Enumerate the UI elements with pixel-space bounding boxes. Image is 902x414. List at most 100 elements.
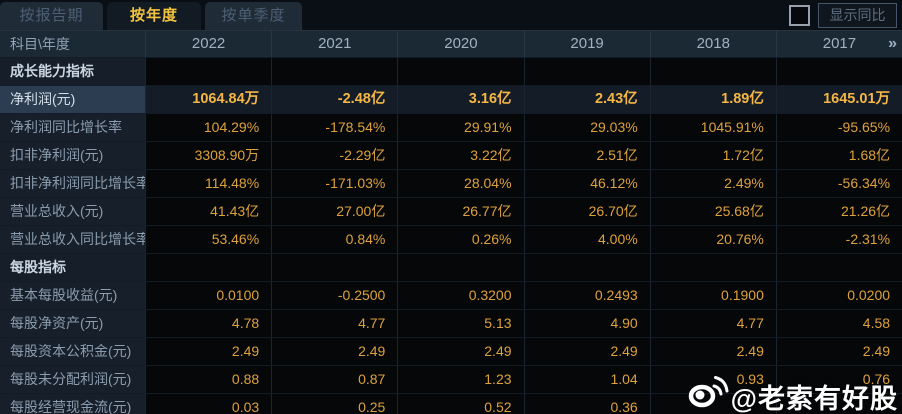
value-cell: 1045.91% <box>649 114 776 141</box>
value-cell: 29.03% <box>523 114 650 141</box>
value-cell: 0.25 <box>271 394 398 414</box>
value-cell: -178.54% <box>271 114 398 141</box>
row-label: 净利润(元) <box>0 86 145 113</box>
year-column-header[interactable]: 2017 » <box>775 31 902 57</box>
value-cell: 0.0100 <box>145 282 272 309</box>
row-label: 营业总收入同比增长率 <box>0 226 145 253</box>
more-years-chevron-icon[interactable]: » <box>888 35 898 52</box>
value-cell: 3.22亿 <box>397 142 524 169</box>
year-column-header[interactable]: 2022 <box>145 31 271 57</box>
row-label: 扣非净利润(元) <box>0 142 145 169</box>
value-cell: -0.2500 <box>271 282 398 309</box>
value-cell: -56.34% <box>775 170 902 197</box>
value-cell: 1.23 <box>397 366 524 393</box>
value-cell <box>649 58 776 85</box>
value-cell: 5.13 <box>397 310 524 337</box>
value-cell: 0.76 <box>775 366 902 393</box>
row-label: 扣非净利润同比增长率 <box>0 170 145 197</box>
tab-by-report-period[interactable]: 按报告期 <box>0 2 103 30</box>
section-row: 每股指标 <box>0 253 902 281</box>
table-body: 成长能力指标 净利润(元) 1064.84万 -2.48亿 3.16亿 2.43亿 1.89… <box>0 57 902 414</box>
year-label: 2022 <box>191 35 226 52</box>
value-cell: 1.68亿 <box>775 142 902 169</box>
table-row[interactable]: 净利润(元) 1064.84万 -2.48亿 3.16亿 2.43亿 1.89亿 1645.… <box>0 85 902 113</box>
value-cell <box>775 58 902 85</box>
period-tabbar: 按报告期 按年度 按单季度 显示同比 <box>0 0 902 30</box>
value-cell: 1645.01万 <box>775 86 902 113</box>
table-row[interactable]: 净利润同比增长率 104.29% -178.54% 29.91% 29.03% 1045.… <box>0 113 902 141</box>
table-row[interactable]: 基本每股收益(元) 0.0100 -0.2500 0.3200 0.2493 0.1900… <box>0 281 902 309</box>
tab-by-quarter[interactable]: 按单季度 <box>205 2 302 30</box>
value-cell <box>271 254 398 281</box>
value-cell: 2.49 <box>649 338 776 365</box>
row-label: 每股资本公积金(元) <box>0 338 145 365</box>
value-cell: 104.29% <box>145 114 272 141</box>
value-cell: 0.3200 <box>397 282 524 309</box>
value-cell: 4.78 <box>145 310 272 337</box>
value-cell: 0.36 <box>523 394 650 414</box>
row-label: 每股未分配利润(元) <box>0 366 145 393</box>
table-row[interactable]: 每股净资产(元) 4.78 4.77 5.13 4.90 4.77 4.58 <box>0 309 902 337</box>
table-row[interactable]: 营业总收入(元) 41.43亿 27.00亿 26.77亿 26.70亿 25.68亿 21… <box>0 197 902 225</box>
value-cell <box>775 254 902 281</box>
value-cell: 2.51亿 <box>523 142 650 169</box>
year-label: 2017 <box>822 35 857 52</box>
year-column-header[interactable]: 2019 <box>523 31 650 57</box>
row-label: 每股经营现金流(元) <box>0 394 145 414</box>
value-cell: 53.46% <box>145 226 272 253</box>
table-row[interactable]: 扣非净利润(元) 3308.90万 -2.29亿 3.22亿 2.51亿 1.72亿 1.6… <box>0 141 902 169</box>
value-cell: 21.26亿 <box>775 198 902 225</box>
value-cell: 0.87 <box>271 366 398 393</box>
value-cell: 46.12% <box>523 170 650 197</box>
table-row[interactable]: 每股未分配利润(元) 0.88 0.87 1.23 1.04 0.93 0.76 <box>0 365 902 393</box>
year-column-header[interactable]: 2020 <box>397 31 523 57</box>
value-cell: 4.77 <box>649 310 776 337</box>
table-row[interactable]: 每股资本公积金(元) 2.49 2.49 2.49 2.49 2.49 2.49 <box>0 337 902 365</box>
value-cell: -2.31% <box>775 226 902 253</box>
value-cell: 41.43亿 <box>145 198 272 225</box>
value-cell: 25.68亿 <box>649 198 776 225</box>
value-cell <box>145 58 272 85</box>
show-yoy-label[interactable]: 显示同比 <box>818 3 897 28</box>
year-column-header[interactable]: 2021 <box>271 31 397 57</box>
table-row[interactable]: 每股经营现金流(元) 0.03 0.25 0.52 0.36 <box>0 393 902 414</box>
value-cell: 0.26% <box>397 226 524 253</box>
value-cell: 4.90 <box>523 310 650 337</box>
value-cell: 0.93 <box>649 366 776 393</box>
value-cell: 0.52 <box>397 394 524 414</box>
value-cell: 0.2493 <box>523 282 650 309</box>
value-cell: -2.29亿 <box>271 142 398 169</box>
value-cell: 0.0200 <box>775 282 902 309</box>
table-header-row: 科目\年度 2022 2021 2020 2019 2018 2017 » <box>0 30 902 57</box>
value-cell <box>523 254 650 281</box>
row-label: 每股指标 <box>0 254 145 281</box>
value-cell: 27.00亿 <box>271 198 398 225</box>
value-cell <box>397 254 524 281</box>
value-cell: 0.1900 <box>649 282 776 309</box>
year-label: 2018 <box>696 35 730 52</box>
show-yoy-checkbox[interactable] <box>789 5 810 26</box>
table-row[interactable]: 扣非净利润同比增长率 114.48% -171.03% 28.04% 46.12% 2.4… <box>0 169 902 197</box>
year-label: 2021 <box>318 35 352 52</box>
value-cell: 26.77亿 <box>397 198 524 225</box>
value-cell <box>271 58 398 85</box>
value-cell: 1.04 <box>523 366 650 393</box>
value-cell: 2.49 <box>397 338 524 365</box>
value-cell: 4.58 <box>775 310 902 337</box>
table-row[interactable]: 营业总收入同比增长率 53.46% 0.84% 0.26% 4.00% 20.76% -2.… <box>0 225 902 253</box>
row-label: 每股净资产(元) <box>0 310 145 337</box>
value-cell: 0.88 <box>145 366 272 393</box>
value-cell: 20.76% <box>649 226 776 253</box>
year-label: 2019 <box>570 35 604 52</box>
value-cell <box>397 58 524 85</box>
row-label: 基本每股收益(元) <box>0 282 145 309</box>
value-cell: -95.65% <box>775 114 902 141</box>
value-cell: 1.72亿 <box>649 142 776 169</box>
value-cell: 26.70亿 <box>523 198 650 225</box>
value-cell <box>523 58 650 85</box>
tab-by-year[interactable]: 按年度 <box>107 2 201 30</box>
year-column-header[interactable]: 2018 <box>649 31 776 57</box>
value-cell: -2.48亿 <box>271 86 398 113</box>
value-cell: 2.49% <box>649 170 776 197</box>
value-cell: 4.00% <box>523 226 650 253</box>
